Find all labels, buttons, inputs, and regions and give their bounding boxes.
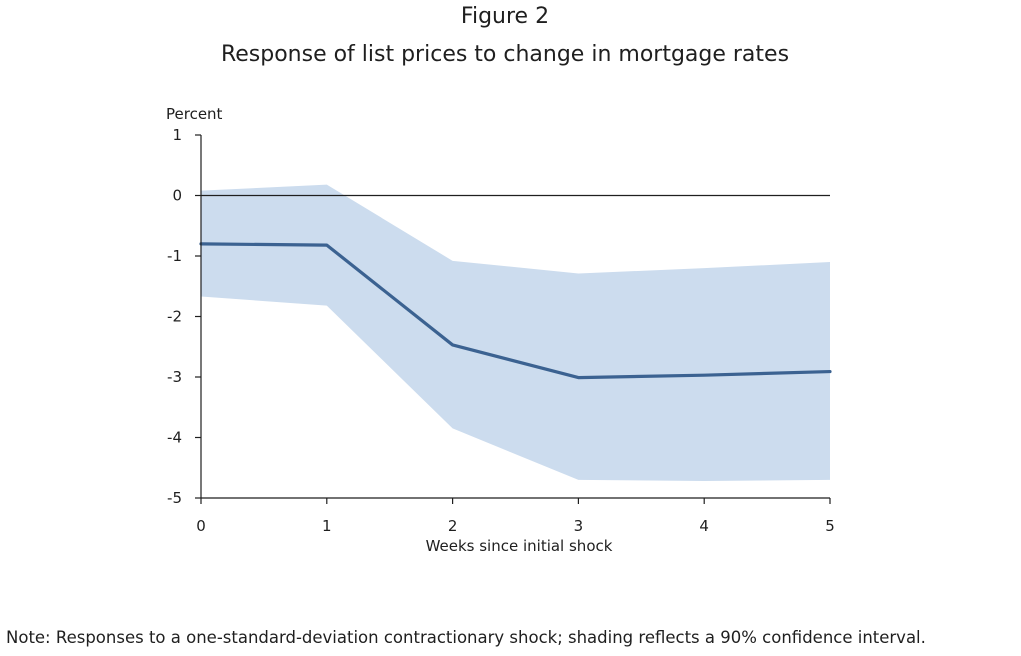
- confidence-band: [201, 184, 830, 482]
- y-tick-label: -2: [167, 308, 182, 326]
- chart-title: Response of list prices to change in mor…: [220, 42, 790, 67]
- x-axis-label: Weeks since initial shock: [426, 537, 613, 555]
- x-tick-label: 3: [574, 517, 584, 535]
- y-tick-label: -3: [167, 368, 182, 386]
- y-tick-label: -4: [167, 429, 182, 447]
- y-tick-label: -5: [167, 489, 182, 507]
- line-chart: 1 0 -1 -2 -3 -4 -5 0 1 2 3 4 5 Percent Weeks since i…: [166, 105, 835, 555]
- x-tick-label: 5: [825, 517, 835, 535]
- x-tick-label: 0: [196, 517, 206, 535]
- chart-note: Note: Responses to a one-standard-deviat…: [6, 628, 926, 647]
- y-tick-label: -1: [167, 247, 182, 265]
- series-line-0: [199, 242, 832, 380]
- x-tick-label: 4: [699, 517, 709, 535]
- figure-label: Figure 2: [460, 4, 550, 29]
- y-tick-label: 0: [172, 187, 182, 205]
- x-tick-label: 2: [448, 517, 458, 535]
- y-tick-label: 1: [172, 126, 182, 144]
- y-axis-label: Percent: [166, 105, 223, 123]
- x-tick-label: 1: [322, 517, 332, 535]
